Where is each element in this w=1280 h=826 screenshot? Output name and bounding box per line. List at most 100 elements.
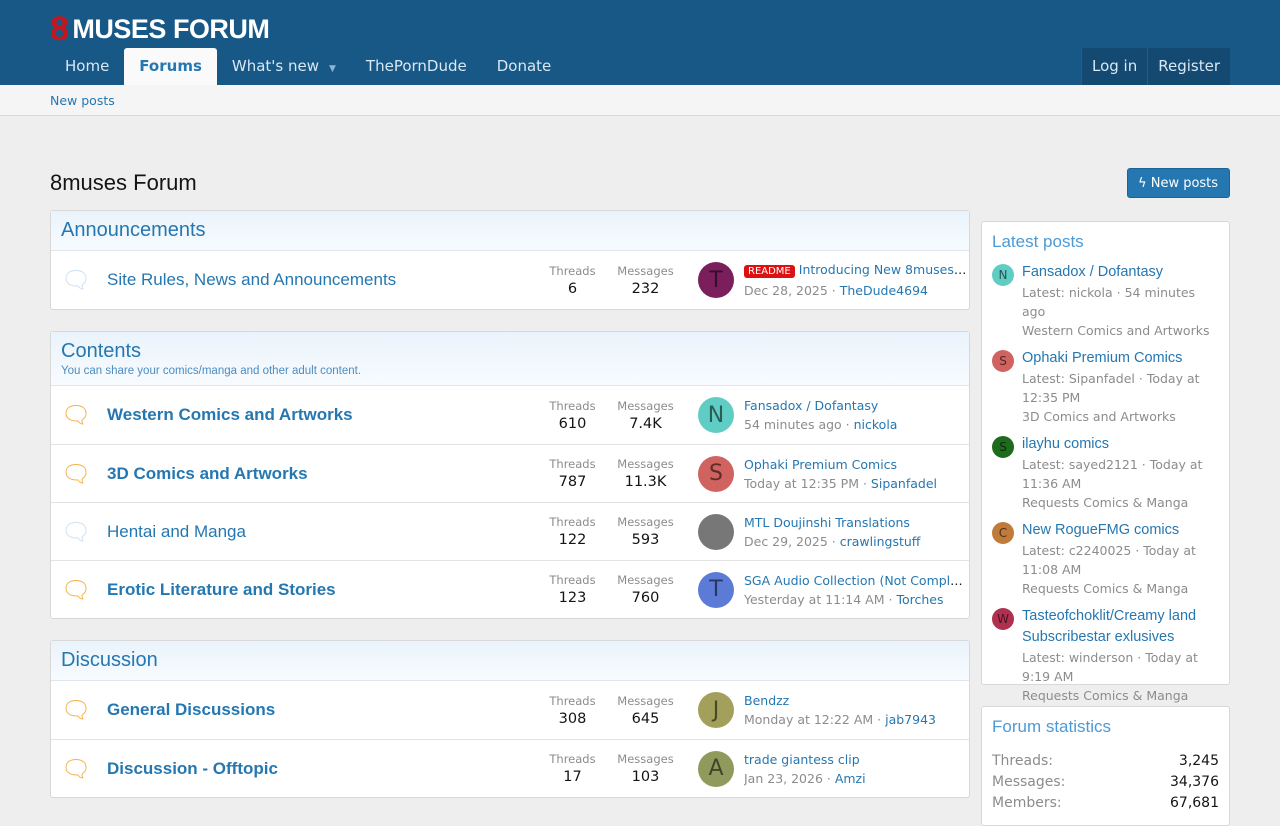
forum-section: Announcements 🗨 Site Rules, News and Ann… (50, 210, 970, 310)
last-post: Fansadox / Dofantasy 54 minutes ago · ni… (744, 398, 898, 432)
latest-post-forum[interactable]: Requests Comics & Manga (1022, 688, 1189, 703)
last-post-title[interactable]: trade giantess clip (744, 751, 860, 767)
last-post-title[interactable]: Introducing New 8muses ... (798, 262, 969, 277)
latest-post-meta: Latest: nickola · 54 minutes ago (1022, 285, 1196, 319)
threads-label: Threads (549, 693, 596, 708)
forum-row: 🗨 Western Comics and Artworks Threads 610… (51, 386, 969, 444)
avatar[interactable]: C (992, 522, 1014, 544)
threads-label: Threads (549, 573, 596, 587)
forum-name[interactable]: Discussion - Offtopic (107, 758, 278, 778)
avatar[interactable]: S (992, 350, 1014, 372)
chevron-down-icon[interactable]: ▼ (329, 64, 336, 74)
forum-name[interactable]: Hentai and Manga (107, 521, 246, 541)
subnav-new-posts[interactable]: New posts (50, 93, 115, 108)
messages-label: Messages (617, 263, 674, 278)
avatar[interactable]: N (992, 264, 1014, 286)
forum-name[interactable]: 3D Comics and Artworks (107, 463, 308, 483)
messages-count: 11.3K (624, 474, 667, 490)
messages-stat: Messages 593 (609, 515, 682, 548)
register-button[interactable]: Register (1147, 48, 1230, 85)
threads-count: 6 (567, 280, 578, 297)
stat-value: 3,245 (1178, 753, 1219, 769)
avatar[interactable]: J (698, 692, 734, 728)
section-title[interactable]: Announcements (61, 219, 206, 241)
page-title: 8muses Forum (50, 170, 197, 195)
last-post-user[interactable]: Torches (896, 591, 944, 607)
latest-posts-widget: Latest posts N Fansadox / Dofantasy Latest… (981, 221, 1230, 703)
last-post-user[interactable]: TheDude4694 (839, 283, 928, 298)
forum-name[interactable]: General Discussions (107, 700, 276, 719)
last-post-title[interactable]: Bendzz (744, 693, 790, 708)
site-header: 8 MUSES FORUM Home Forums What's new ▼ The… (0, 0, 1280, 85)
last-post-user[interactable]: nickola (853, 417, 898, 432)
forum-name[interactable]: Western Comics and Artworks (107, 405, 353, 424)
latest-post-title[interactable]: Tasteofchoklit/Creamy land Subscribestar… (1022, 608, 1197, 645)
forum-name[interactable]: Site Rules, News and Announcements (107, 270, 397, 289)
nav-theporndude[interactable]: ThePornDude (365, 57, 467, 75)
stat-value: 67,681 (1170, 795, 1219, 811)
avatar[interactable]: T (698, 262, 734, 298)
nav-donate[interactable]: Donate (496, 57, 552, 75)
last-post-title[interactable]: SGA Audio Collection (Not Complet... (744, 572, 969, 588)
avatar[interactable]: N (698, 397, 734, 433)
site-logo[interactable]: 8 MUSES FORUM (50, 10, 270, 49)
threads-count: 17 (563, 769, 582, 785)
login-button[interactable]: Log in (1081, 48, 1148, 85)
forum-statistics-widget: Forum statistics Threads: 3,245 Messages: 3… (981, 706, 1230, 826)
stat-row: Members: 67,681 (992, 793, 1219, 814)
forum-list: Announcements 🗨 Site Rules, News and Ann… (50, 210, 970, 819)
last-post-title[interactable]: Ophaki Premium Comics (744, 456, 898, 472)
threads-stat: Threads 17 (536, 752, 609, 785)
forum-chat-icon[interactable]: 🗨 (61, 575, 92, 604)
logo-mark: 8 (50, 10, 69, 48)
forum-statistics-title: Forum statistics (992, 717, 1112, 736)
last-post-user[interactable]: crawlingstuff (839, 533, 921, 549)
avatar[interactable]: W (992, 608, 1014, 630)
messages-stat: Messages 645 (609, 694, 682, 727)
section-title[interactable]: Contents (61, 340, 142, 362)
last-post-user[interactable]: Sipanfadel (870, 475, 937, 491)
avatar[interactable]: S (992, 436, 1014, 458)
latest-post-forum[interactable]: Requests Comics & Manga (1022, 495, 1189, 510)
threads-label: Threads (549, 398, 596, 413)
latest-post-title[interactable]: ilayhu comics (1022, 436, 1110, 452)
section-header: Discussion (51, 641, 969, 681)
forum-chat-icon[interactable]: 🗨 (61, 696, 92, 724)
last-post-user[interactable]: Amzi (834, 770, 866, 786)
avatar[interactable]: S (698, 455, 734, 492)
section-title[interactable]: Discussion (61, 649, 158, 671)
latest-post-title[interactable]: New RogueFMG comics (1022, 522, 1180, 538)
new-posts-label: New posts (1150, 176, 1219, 191)
nav-home[interactable]: Home (65, 57, 110, 75)
account-nav: Log in Register (1081, 48, 1230, 85)
last-post-title[interactable]: MTL Doujinshi Translations (744, 514, 910, 530)
messages-count: 232 (631, 280, 660, 297)
stat-value: 34,376 (1170, 774, 1219, 790)
latest-post-meta: Latest: c2240025 · Today at 11:08 AM (1022, 543, 1196, 577)
latest-post-title[interactable]: Ophaki Premium Comics (1022, 350, 1183, 366)
avatar[interactable] (698, 513, 734, 550)
bolt-icon: ϟ (1138, 176, 1147, 191)
latest-post-forum[interactable]: Requests Comics & Manga (1022, 581, 1189, 596)
nav-whats-new[interactable]: What's new ▼ (217, 48, 351, 85)
latest-posts-title: Latest posts (992, 232, 1084, 251)
last-post-user[interactable]: jab7943 (885, 712, 936, 727)
last-post-title[interactable]: Fansadox / Dofantasy (744, 398, 879, 413)
forum-chat-icon[interactable]: 🗨 (61, 517, 92, 546)
forum-chat-icon[interactable]: 🗨 (61, 266, 92, 294)
forum-chat-icon[interactable]: 🗨 (61, 754, 92, 783)
latest-post-forum[interactable]: Western Comics and Artworks (1022, 323, 1210, 338)
stat-label: Members: (992, 795, 1062, 811)
last-post-time: Monday at 12:22 AM (744, 712, 874, 727)
stat-label: Messages: (992, 774, 1066, 790)
latest-post-forum[interactable]: 3D Comics and Artworks (1022, 409, 1176, 424)
new-posts-button[interactable]: ϟ New posts (1127, 168, 1230, 198)
nav-forums[interactable]: Forums (124, 48, 217, 85)
avatar[interactable]: A (698, 750, 734, 787)
avatar[interactable]: T (698, 571, 734, 608)
forum-chat-icon[interactable]: 🗨 (61, 459, 92, 488)
forum-chat-icon[interactable]: 🗨 (61, 401, 92, 429)
forum-name[interactable]: Erotic Literature and Stories (107, 579, 336, 599)
latest-post-title[interactable]: Fansadox / Dofantasy (1022, 264, 1164, 280)
threads-count: 308 (558, 710, 587, 727)
